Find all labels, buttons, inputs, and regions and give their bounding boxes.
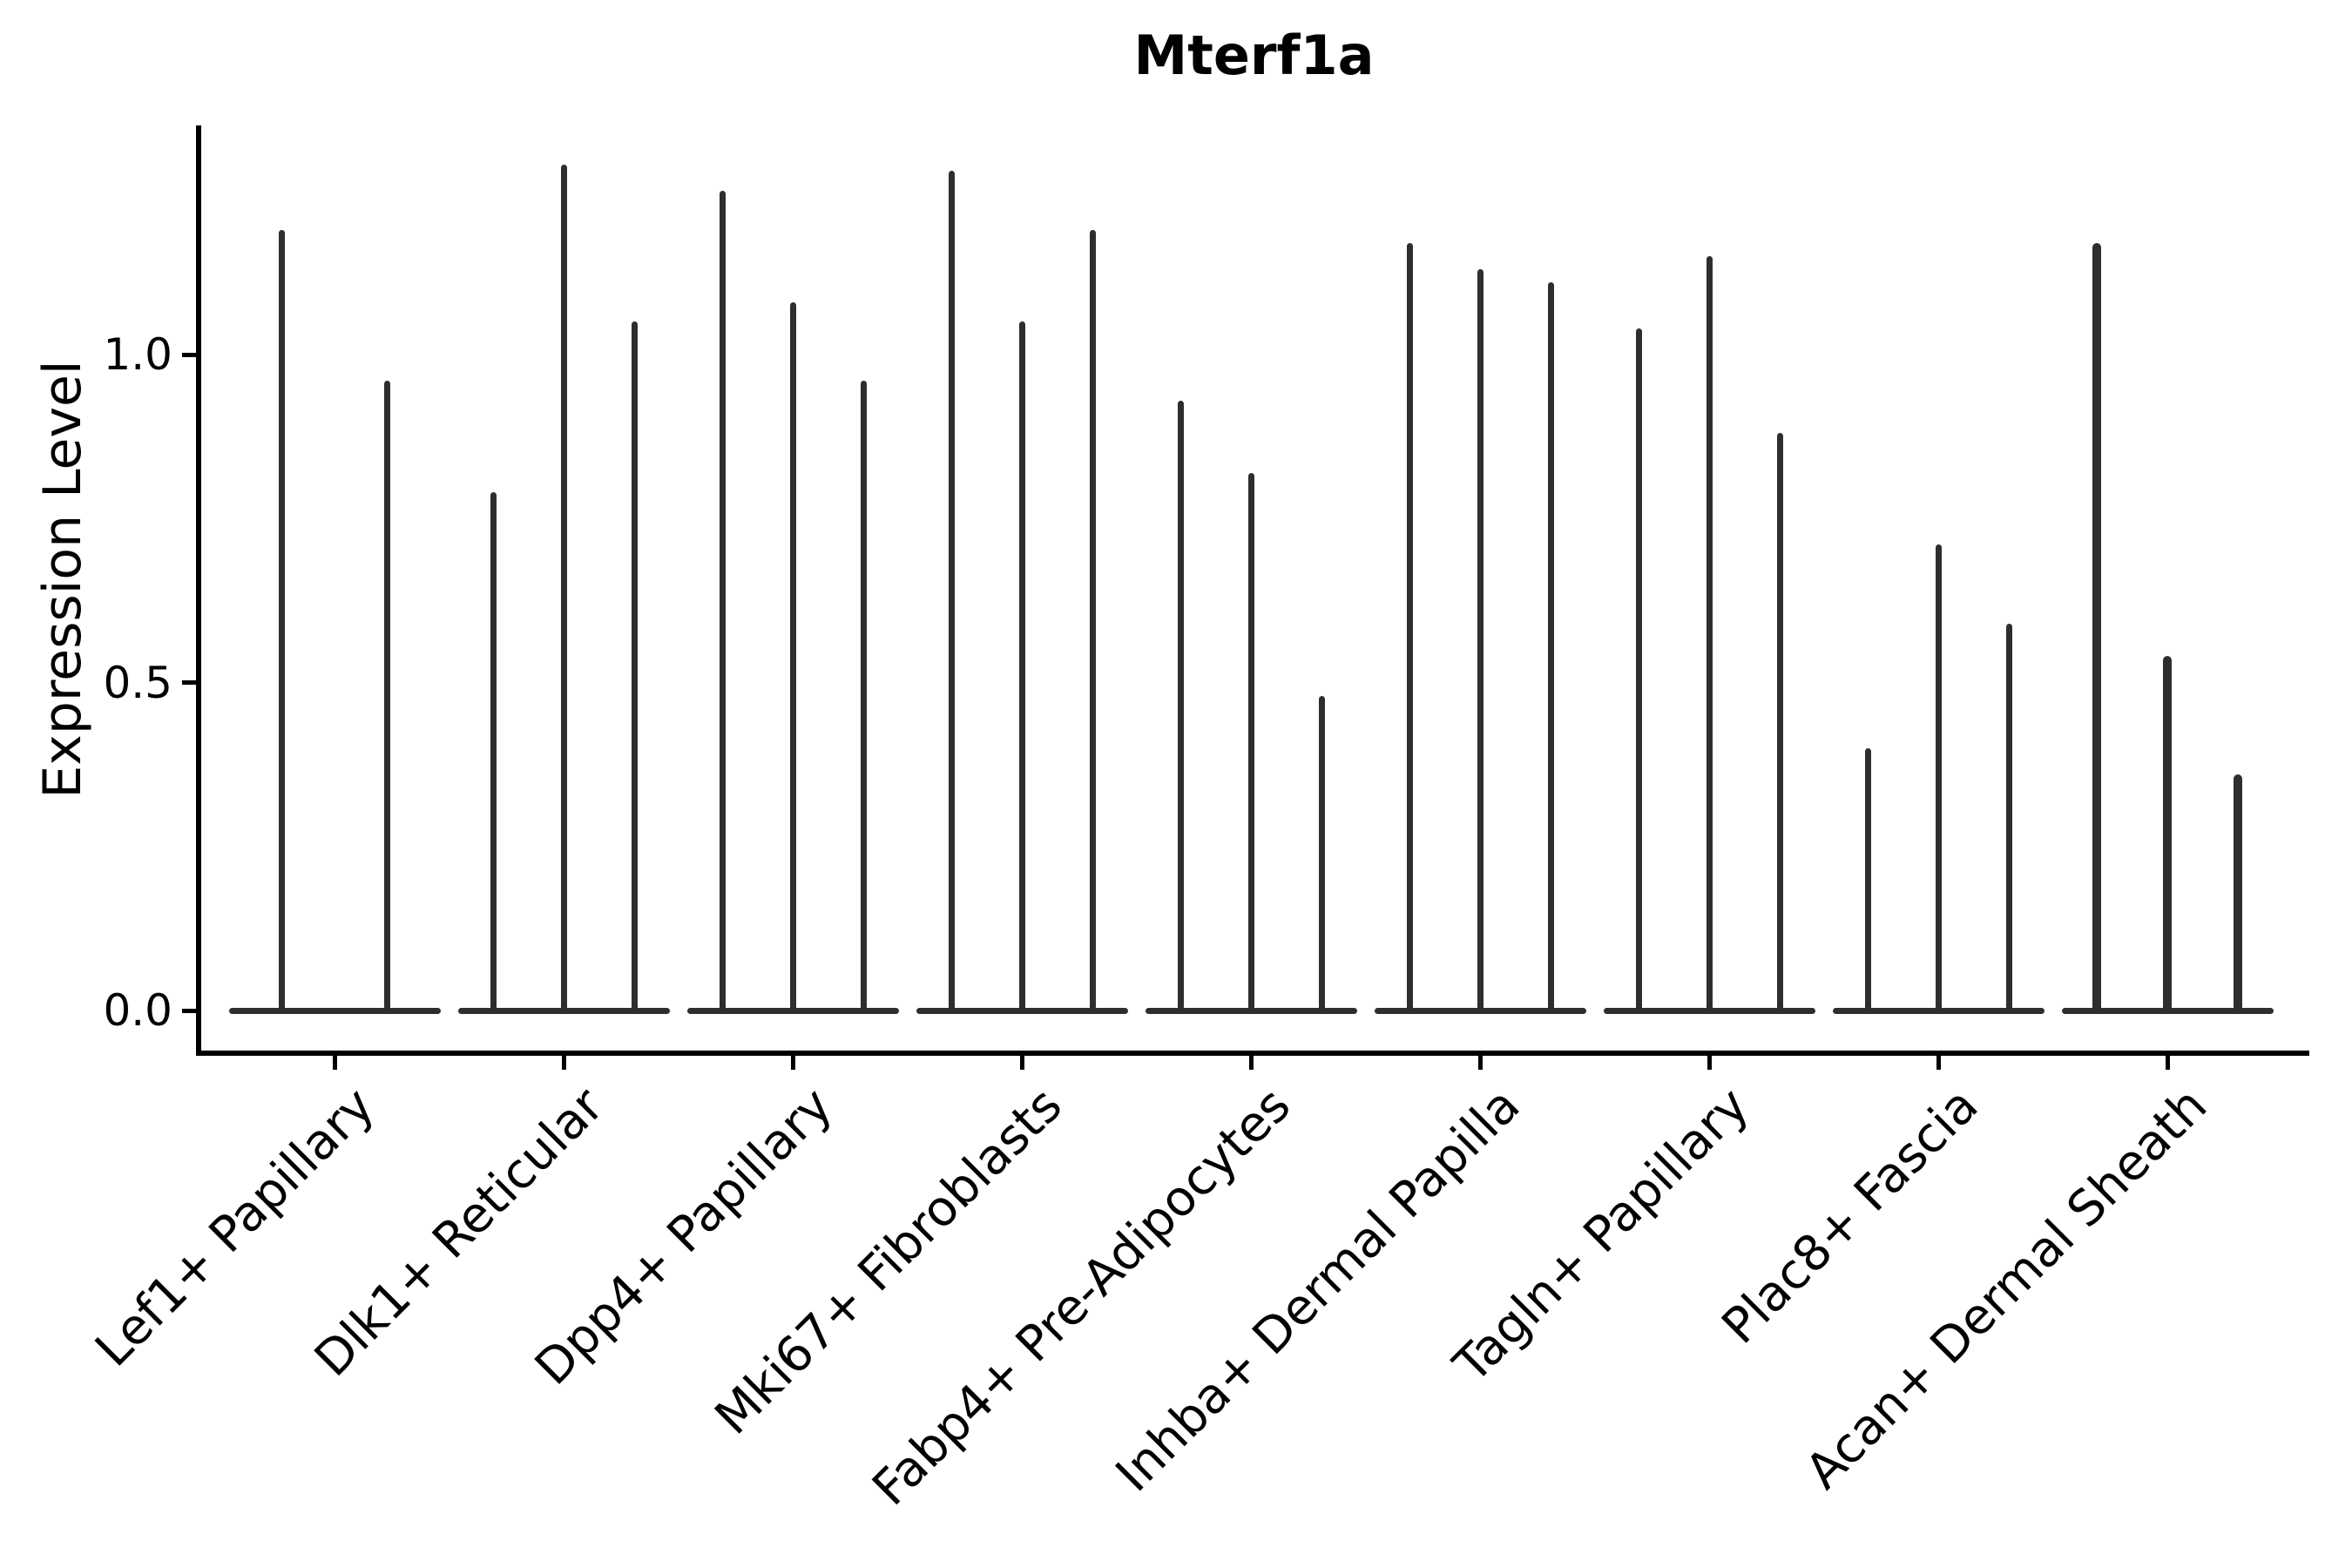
violin-spike — [560, 164, 567, 1012]
violin-spike — [1776, 433, 1783, 1012]
violin-spike — [1406, 242, 1413, 1012]
violin-spike — [278, 229, 285, 1012]
violin-spike — [1247, 472, 1254, 1012]
x-tick — [1248, 1056, 1254, 1070]
violin-spike — [1635, 328, 1642, 1012]
violin-spike — [631, 321, 638, 1012]
violin-spike — [860, 381, 867, 1012]
y-tick — [182, 1008, 197, 1013]
violin-spike — [2005, 623, 2012, 1012]
y-tick-label: 1.0 — [103, 329, 172, 380]
violin-spike — [1177, 400, 1184, 1012]
x-tick — [1707, 1056, 1712, 1070]
y-axis-label: Expression Level — [32, 360, 93, 799]
violin-spike — [1018, 321, 1025, 1012]
violin-spike — [1318, 695, 1325, 1012]
violin-spike — [490, 492, 497, 1012]
violin-spike — [2163, 656, 2172, 1012]
x-tick — [1019, 1056, 1024, 1070]
x-tick-label: Fabp4+ Pre-Adipocytes — [862, 1077, 1302, 1517]
chart-title: Mterf1a — [1133, 24, 1375, 87]
x-axis-spine — [196, 1051, 2309, 1056]
y-axis-spine — [196, 125, 201, 1056]
x-tick-label: Inhba+ Dermal Papilla — [1105, 1077, 1531, 1504]
violin-spike — [719, 190, 726, 1012]
y-tick-label: 0.0 — [103, 985, 172, 1036]
violin-spike — [948, 171, 955, 1012]
x-tick — [1477, 1056, 1483, 1070]
violin-spike — [1864, 747, 1871, 1012]
x-tick — [332, 1056, 337, 1070]
violin-spike — [384, 381, 391, 1012]
violin-spike — [1477, 269, 1484, 1012]
x-tick-label: Acan+ Dermal Sheath — [1794, 1077, 2219, 1501]
y-tick-label: 0.5 — [103, 657, 172, 708]
violin-spike — [1547, 282, 1554, 1012]
violin-spike — [1935, 544, 1942, 1012]
violin-spike — [1706, 256, 1713, 1012]
y-tick — [182, 680, 197, 685]
y-tick — [182, 352, 197, 357]
violin-spike — [2092, 242, 2101, 1012]
violin-spike — [2234, 774, 2242, 1012]
violin-spike — [789, 301, 796, 1012]
x-tick — [1936, 1056, 1941, 1070]
violin-base — [228, 1008, 441, 1014]
x-tick — [2165, 1056, 2170, 1070]
violin-spike — [1089, 229, 1096, 1012]
x-tick — [561, 1056, 566, 1070]
x-tick — [790, 1056, 795, 1070]
